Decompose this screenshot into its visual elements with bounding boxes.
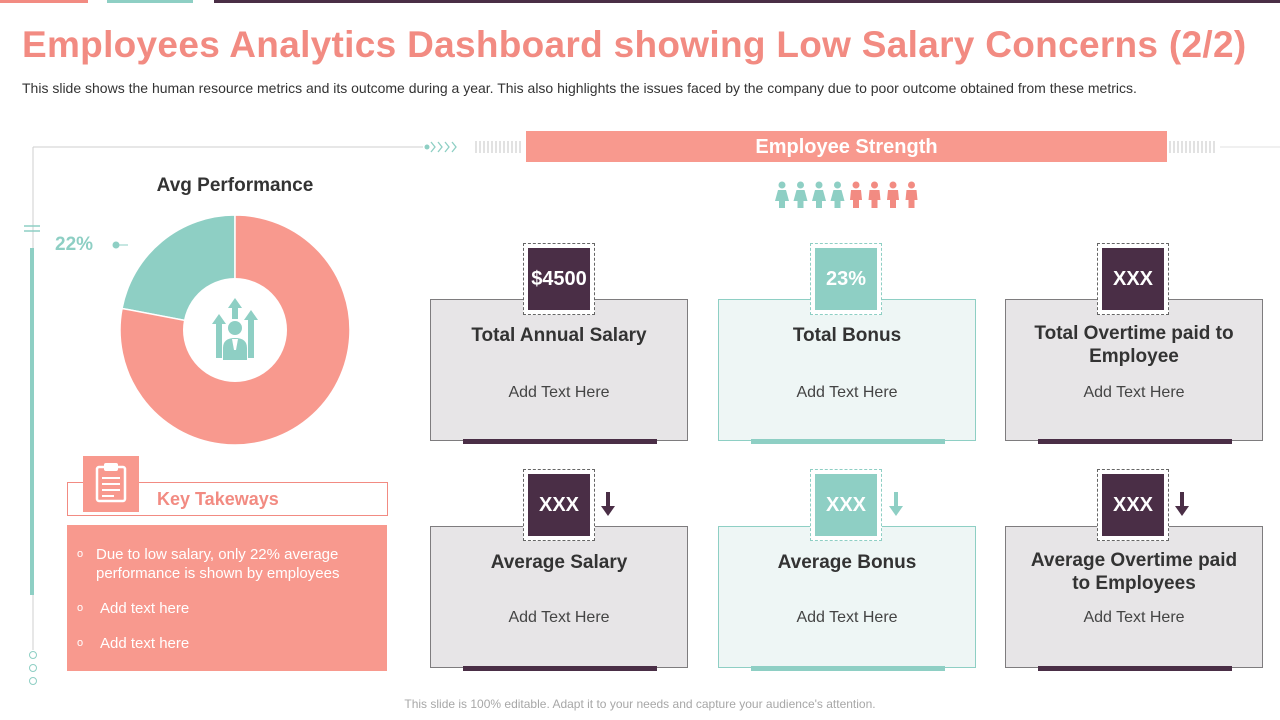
card-average-overtime: Average Overtime paid to Employees Add T… bbox=[1005, 526, 1263, 671]
decorative-connectors bbox=[24, 141, 1280, 685]
key-takeaway-text: Add text here bbox=[100, 600, 190, 617]
person-female-icon bbox=[812, 181, 826, 208]
card-average-salary: Average Salary Add Text Here bbox=[430, 526, 688, 671]
card-underline bbox=[1038, 439, 1232, 444]
key-takeaway-item: o Add text here bbox=[77, 599, 190, 618]
card-underline bbox=[1038, 666, 1232, 671]
key-takeaway-text: Add text here bbox=[100, 635, 190, 652]
average-bonus-value: XXX bbox=[815, 474, 877, 536]
badge-frame: XXX bbox=[1097, 243, 1169, 315]
person-female-icon bbox=[830, 181, 845, 208]
arrow-down-icon bbox=[1175, 492, 1189, 516]
key-takeaways-icon-box bbox=[83, 456, 139, 512]
bullet-icon: o bbox=[77, 637, 84, 649]
badge-frame: 23% bbox=[810, 243, 882, 315]
bullet-icon: o bbox=[77, 602, 84, 614]
person-male-icon bbox=[887, 181, 899, 208]
card-underline bbox=[751, 439, 945, 444]
card-text: Add Text Here bbox=[508, 384, 610, 401]
card-underline bbox=[463, 439, 657, 444]
average-salary-value: XXX bbox=[528, 474, 590, 536]
bullet-icon: o bbox=[77, 548, 84, 560]
card-underline bbox=[463, 666, 657, 671]
avg-performance-title: Avg Performance bbox=[156, 175, 314, 196]
card-title: Total Overtime paid to Employee bbox=[1034, 323, 1234, 367]
page-title: Employees Analytics Dashboard showing Lo… bbox=[22, 24, 1247, 65]
key-takeaway-item: o Add text here bbox=[77, 634, 190, 653]
badge-frame: XXX bbox=[810, 469, 882, 541]
top-accent-bar-teal bbox=[107, 0, 193, 3]
key-takeaway-item: o Due to low salary, only 22% average pe… bbox=[77, 545, 371, 583]
card-title: Total Annual Salary bbox=[471, 325, 647, 346]
person-female-icon bbox=[793, 181, 808, 208]
card-total-bonus: Total Bonus Add Text Here bbox=[718, 299, 976, 444]
badge-frame: $4500 bbox=[523, 243, 595, 315]
card-total-annual-salary: Total Annual Salary Add Text Here bbox=[430, 299, 688, 444]
total-bonus-value: 23% bbox=[815, 248, 877, 310]
average-overtime-value: XXX bbox=[1102, 474, 1164, 536]
page-subtitle: This slide shows the human resource metr… bbox=[22, 80, 1137, 96]
avg-performance-donut-chart bbox=[119, 214, 351, 446]
employee-strength-people-icons bbox=[775, 181, 918, 208]
person-female-icon bbox=[775, 181, 789, 208]
card-title: Average Bonus bbox=[777, 552, 917, 573]
top-accent-bar-coral bbox=[0, 0, 88, 3]
card-text: Add Text Here bbox=[1083, 384, 1185, 401]
card-text: Add Text Here bbox=[1083, 609, 1185, 626]
top-accent-bar-dark bbox=[214, 0, 1280, 3]
avg-performance-percent-label: 22% bbox=[55, 234, 94, 255]
badge-frame: XXX bbox=[1097, 469, 1169, 541]
footer-note: This slide is 100% editable. Adapt it to… bbox=[404, 697, 876, 711]
key-takeaway-text: Due to low salary, only 22% average perf… bbox=[96, 546, 340, 582]
card-average-bonus: Average Bonus Add Text Here bbox=[718, 526, 976, 671]
clipboard-icon bbox=[95, 463, 127, 503]
key-takeaways-body: o Due to low salary, only 22% average pe… bbox=[67, 525, 387, 671]
percent-label-leader bbox=[112, 241, 128, 249]
card-text: Add Text Here bbox=[796, 384, 898, 401]
card-title: Average Overtime paid to Employees bbox=[1030, 550, 1238, 594]
person-male-icon bbox=[868, 181, 881, 208]
card-title: Average Salary bbox=[490, 552, 628, 573]
arrow-down-icon bbox=[601, 492, 615, 516]
card-text: Add Text Here bbox=[508, 609, 610, 626]
employee-strength-header: Employee Strength bbox=[526, 131, 1167, 162]
card-underline bbox=[751, 666, 945, 671]
card-total-overtime: Total Overtime paid to Employee Add Text… bbox=[1005, 299, 1263, 444]
badge-frame: XXX bbox=[523, 469, 595, 541]
person-growth-arrows-icon bbox=[212, 298, 258, 360]
person-male-icon bbox=[850, 181, 862, 208]
card-text: Add Text Here bbox=[796, 609, 898, 626]
total-annual-salary-value: $4500 bbox=[528, 248, 590, 310]
person-male-icon bbox=[905, 181, 918, 208]
card-title: Total Bonus bbox=[792, 325, 902, 346]
total-overtime-value: XXX bbox=[1102, 248, 1164, 310]
arrow-down-icon bbox=[889, 492, 903, 516]
key-takeaways-title: Key Takeways bbox=[157, 489, 279, 509]
